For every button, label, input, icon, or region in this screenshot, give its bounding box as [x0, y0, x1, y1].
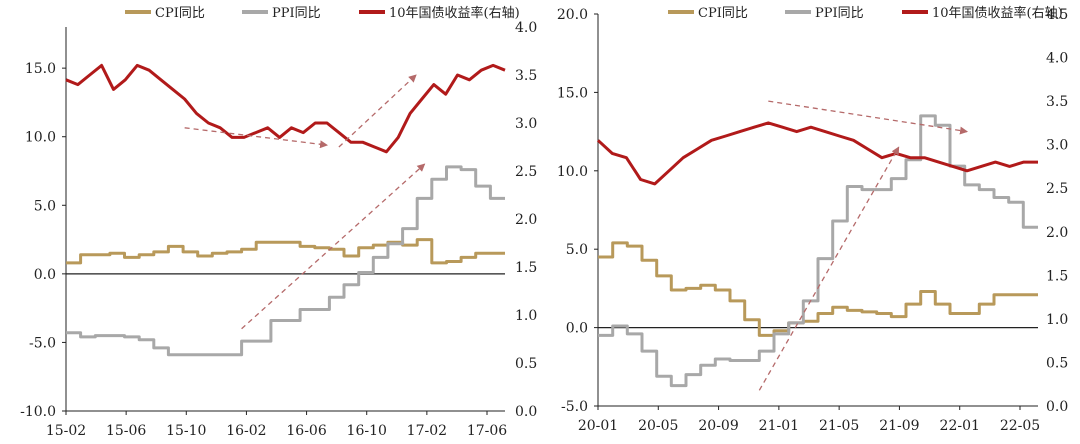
y2-tick-label: 0.0: [515, 404, 537, 420]
y-tick-label: -10.0: [20, 404, 56, 420]
legend-label: 10年国债收益率(右轴): [389, 5, 520, 21]
legend-label: CPI同比: [698, 6, 748, 21]
y2-tick-label: 1.5: [515, 260, 537, 276]
trend-arrow: [758, 146, 900, 391]
legend-label: CPI同比: [155, 6, 205, 21]
x-tick-label: 20-01: [578, 418, 618, 434]
x-tick-label: 20-09: [698, 418, 738, 434]
y2-tick-label: 1.0: [1046, 312, 1068, 328]
y-tick-label: -5.0: [29, 335, 56, 351]
y2-tick-label: 2.5: [515, 164, 537, 180]
x-tick-label: 21-09: [879, 418, 919, 434]
y-tick-label: -5.0: [561, 399, 588, 415]
y2-tick-label: 0.5: [515, 356, 537, 372]
x-tick-label: 22-01: [940, 418, 980, 434]
y2-tick-label: 3.5: [1046, 94, 1068, 110]
y2-tick-label: 3.5: [515, 68, 537, 84]
x-tick-label: 17-06: [467, 423, 507, 439]
x-tick-label: 21-05: [819, 418, 859, 434]
legend-label: PPI同比: [815, 6, 864, 21]
y2-tick-label: 1.0: [515, 308, 537, 324]
series-line: [598, 114, 1038, 388]
y-tick-label: 20.0: [557, 7, 588, 23]
y2-tick-label: 2.0: [1046, 225, 1068, 241]
trend-arrow: [338, 74, 417, 148]
y2-tick-label: 1.5: [1046, 268, 1068, 284]
series-line: [65, 63, 506, 154]
y-tick-label: 5.0: [566, 242, 588, 258]
y-tick-label: 15.0: [25, 61, 56, 77]
trend-arrow: [768, 100, 969, 135]
y2-tick-label: 4.5: [1046, 7, 1068, 23]
y2-tick-label: 0.0: [1046, 399, 1068, 415]
legend-label: 10年国债收益率(右轴): [932, 5, 1063, 21]
y-tick-label: 0.0: [566, 321, 588, 337]
y2-tick-label: 2.0: [515, 212, 537, 228]
y-tick-label: 10.0: [25, 130, 56, 146]
y-tick-label: 0.0: [34, 267, 56, 283]
y2-tick-label: 4.0: [1046, 51, 1068, 67]
legend-label: PPI同比: [272, 6, 321, 21]
series-line: [66, 165, 505, 357]
x-tick-label: 17-02: [407, 423, 447, 439]
y2-tick-label: 2.5: [1046, 181, 1068, 197]
chart-1: [62, 10, 506, 415]
trend-arrow: [184, 127, 329, 149]
series-line: [596, 121, 1038, 186]
x-tick-label: 16-02: [226, 423, 266, 439]
x-tick-label: 16-10: [347, 423, 387, 439]
x-tick-label: 21-01: [759, 418, 799, 434]
trend-arrow: [241, 163, 426, 330]
y-tick-label: 5.0: [34, 198, 56, 214]
x-tick-label: 15-06: [106, 423, 146, 439]
y2-tick-label: 0.5: [1046, 355, 1068, 371]
y-tick-label: 15.0: [557, 85, 588, 101]
series-line: [66, 238, 505, 265]
x-tick-label: 15-10: [166, 423, 206, 439]
x-tick-label: 20-05: [638, 418, 678, 434]
x-tick-label: 22-05: [1000, 418, 1040, 434]
chart-2: [594, 10, 1038, 410]
y-tick-label: 10.0: [557, 164, 588, 180]
x-tick-label: 15-02: [46, 423, 86, 439]
x-tick-label: 16-06: [286, 423, 326, 439]
y2-tick-label: 4.0: [515, 20, 537, 36]
y2-tick-label: 3.0: [1046, 138, 1068, 154]
y2-tick-label: 3.0: [515, 116, 537, 132]
